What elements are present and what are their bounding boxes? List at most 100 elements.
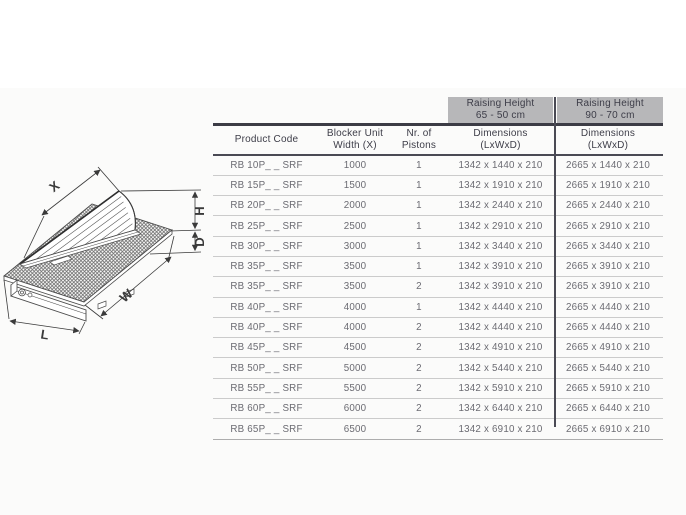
cell-dim_65_50: 1342 x 3910 x 210 [458, 281, 543, 293]
cell-code: RB 60P_ _ SRF [230, 403, 303, 415]
table-row: RB 35P_ _ SRF 3500 1 1342 x 3910 x 210 2665 … [213, 255, 663, 276]
cell-width: 2000 [343, 200, 367, 212]
cell-dim_90_70: 2665 x 6440 x 210 [565, 403, 651, 415]
cell-width: 4500 [343, 342, 367, 354]
column-header-text: Blocker Unit [326, 127, 384, 139]
cell-dim_90_70: 2665 x 6910 x 210 [565, 423, 651, 435]
cell-pistons: 2 [416, 403, 422, 415]
cell-dim_65_50: 1342 x 6910 x 210 [458, 423, 543, 435]
column-header-text: Dimensions [580, 127, 636, 139]
cell-dim_90_70: 2665 x 5910 x 210 [565, 382, 651, 394]
cell-width: 3000 [343, 240, 367, 252]
cell-pistons: 1 [416, 261, 422, 273]
cell-dim_90_70: 2665 x 4440 x 210 [565, 322, 651, 334]
dim-label-l: L [40, 327, 50, 343]
table-row: RB 10P_ _ SRF 1000 1 1342 x 1440 x 210 2665 … [213, 156, 663, 175]
cell-code: RB 40P_ _ SRF [230, 322, 303, 334]
cell-dim_65_50: 1342 x 4440 x 210 [458, 322, 543, 334]
cell-width: 4000 [343, 301, 367, 313]
blocker-wedge [19, 190, 142, 269]
table-row: RB 55P_ _ SRF 5500 2 1342 x 5910 x 210 2665 … [213, 377, 663, 398]
dimension-annotations [3, 166, 202, 335]
cell-dim_90_70: 2665 x 3910 x 210 [565, 281, 651, 293]
cell-dim_90_70: 2665 x 4910 x 210 [565, 342, 651, 354]
cell-dim_90_70: 2665 x 2910 x 210 [565, 220, 651, 232]
table-row: RB 25P_ _ SRF 2500 1 1342 x 2910 x 210 2665 … [213, 215, 663, 235]
cell-width: 1000 [343, 159, 367, 171]
column-header-text: Pistons [401, 139, 437, 151]
cell-code: RB 10P_ _ SRF [230, 159, 303, 171]
cell-code: RB 15P_ _ SRF [230, 179, 303, 191]
cell-pistons: 1 [416, 200, 422, 212]
raising-height-text: 65 - 50 cm [475, 110, 526, 121]
raising-height-header-1: Raising Height 90 - 70 cm [557, 97, 663, 123]
header-bottom-rule [213, 153, 663, 156]
cell-dim_65_50: 1342 x 2910 x 210 [458, 220, 543, 232]
wedge-ridge [19, 190, 120, 265]
cell-code: RB 30P_ _ SRF [230, 240, 303, 252]
cell-dim_90_70: 2665 x 3440 x 210 [565, 240, 651, 252]
cell-pistons: 2 [416, 322, 422, 334]
cell-dim_90_70: 2665 x 3910 x 210 [565, 261, 651, 273]
column-header-text: Dimensions [473, 127, 528, 139]
cell-code: RB 65P_ _ SRF [230, 423, 303, 435]
cell-code: RB 50P_ _ SRF [230, 362, 303, 374]
cell-code: RB 55P_ _ SRF [230, 382, 303, 394]
column-header-text: Product Code [234, 133, 299, 145]
cell-width: 5000 [343, 362, 367, 374]
table-row: RB 40P_ _ SRF 4000 1 1342 x 4440 x 210 2665 … [213, 296, 663, 317]
table-header-row: Product Code Blocker Unit Width (X) Nr. of P… [213, 126, 663, 154]
table-row: RB 30P_ _ SRF 3000 1 1342 x 3440 x 210 2665 … [213, 235, 663, 256]
cell-pistons: 1 [416, 220, 422, 232]
cell-width: 6000 [343, 403, 367, 415]
table-row: RB 20P_ _ SRF 2000 1 1342 x 2440 x 210 2665 … [213, 195, 663, 215]
raising-height-text: Raising Height [466, 98, 535, 109]
cell-dim_90_70: 2665 x 4440 x 210 [565, 301, 651, 313]
cell-width: 6500 [343, 423, 367, 435]
dim-label-x: X [46, 178, 62, 195]
cell-width: 3500 [343, 281, 367, 293]
cell-code: RB 20P_ _ SRF [230, 200, 303, 212]
cell-code: RB 45P_ _ SRF [230, 342, 303, 354]
column-header-1: Blocker Unit Width (X) [320, 128, 390, 152]
cell-code: RB 35P_ _ SRF [230, 261, 303, 273]
column-divider [553, 97, 556, 427]
cell-dim_65_50: 1342 x 3440 x 210 [458, 240, 543, 252]
column-header-text: (LxWxD) [480, 139, 521, 151]
cell-pistons: 1 [416, 159, 422, 171]
cell-dim_65_50: 1342 x 4440 x 210 [458, 301, 543, 313]
cell-width: 4000 [343, 322, 367, 334]
table-row: RB 60P_ _ SRF 6000 2 1342 x 6440 x 210 2665 … [213, 398, 663, 418]
table-row: RB 35P_ _ SRF 3500 2 1342 x 3910 x 210 2665 … [213, 276, 663, 296]
cell-pistons: 2 [416, 423, 422, 435]
cell-dim_65_50: 1342 x 2440 x 210 [458, 200, 543, 212]
cell-code: RB 35P_ _ SRF [230, 281, 303, 293]
blocker-isometric-drawing: X H D W L [3, 166, 207, 343]
cell-code: RB 40P_ _ SRF [230, 301, 303, 313]
base-frame [10, 279, 87, 322]
cell-pistons: 2 [416, 362, 422, 374]
cell-pistons: 1 [416, 240, 422, 252]
dim-label-h: H [192, 206, 207, 215]
cell-pistons: 2 [416, 342, 422, 354]
cell-dim_65_50: 1342 x 6440 x 210 [458, 403, 543, 415]
cell-pistons: 2 [416, 281, 422, 293]
column-header-text: Nr. of [406, 127, 432, 139]
cell-pistons: 1 [416, 301, 422, 313]
raising-height-text: 90 - 70 cm [585, 110, 635, 121]
column-header-4: Dimensions (LxWxD) [553, 128, 663, 152]
raising-height-band: Raising Height 65 - 50 cm Raising Height 90… [213, 97, 663, 123]
column-header-text: (LxWxD) [587, 139, 629, 151]
cell-dim_65_50: 1342 x 3910 x 210 [458, 261, 543, 273]
cell-dim_90_70: 2665 x 1440 x 210 [565, 159, 651, 171]
raising-height-header-0: Raising Height 65 - 50 cm [448, 97, 553, 123]
road-blocker-diagram: X H D W L [0, 158, 212, 350]
cell-dim_65_50: 1342 x 1910 x 210 [458, 179, 543, 191]
cell-width: 1500 [343, 179, 367, 191]
table-row: RB 45P_ _ SRF 4500 2 1342 x 4910 x 210 2665 … [213, 337, 663, 357]
cell-width: 5500 [343, 382, 367, 394]
raising-height-text: Raising Height [576, 98, 644, 109]
column-header-text: Width (X) [333, 139, 377, 151]
cell-dim_90_70: 2665 x 1910 x 210 [565, 179, 651, 191]
column-header-0: Product Code [213, 134, 320, 146]
